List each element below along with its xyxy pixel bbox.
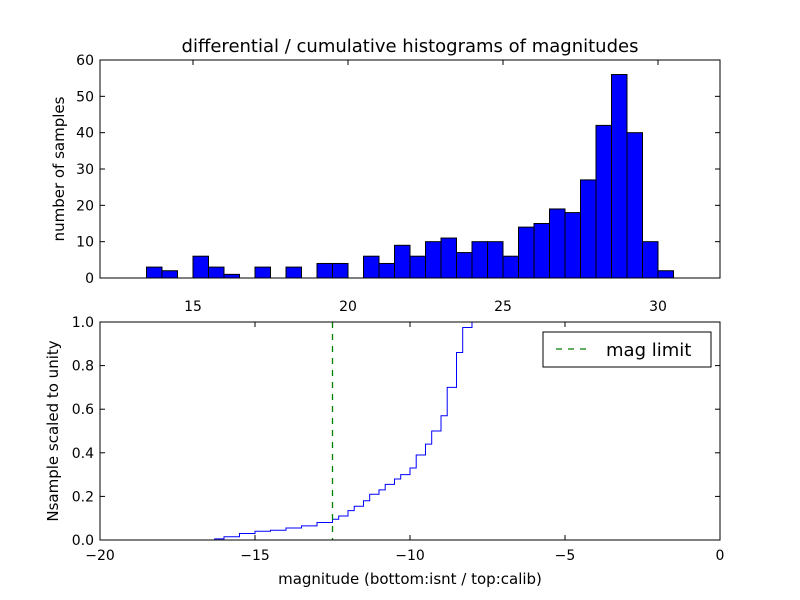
histogram-bar [440, 237, 457, 279]
top-y-tick-label: 40 [76, 126, 94, 142]
histogram-bar [192, 255, 209, 279]
bottom-y-tick-label: 0.0 [72, 533, 94, 549]
top-axis-ticks: 15 20 25 30 0 10 20 30 40 50 60 [76, 53, 720, 315]
histogram-bar [456, 252, 473, 279]
bottom-y-tick-label: 0.2 [72, 489, 94, 505]
histogram-bar [316, 262, 333, 279]
bottom-x-tick-label: −5 [555, 548, 576, 564]
bottom-axis-ticks: −20 −15 −10 −5 0 0.0 0.2 0.4 0.6 0.8 1.0 [72, 315, 725, 564]
top-y-axis-label: number of samples [50, 96, 68, 241]
histogram-bars [146, 74, 674, 279]
bottom-y-tick-label: 1.0 [72, 315, 94, 331]
histogram-bar [518, 226, 535, 279]
top-y-tick-label: 30 [76, 162, 94, 178]
top-y-tick-label: 60 [76, 53, 94, 69]
histogram-bar [471, 241, 488, 279]
top-x-tick-label: 25 [494, 299, 512, 315]
bottom-y-tick-label: 0.8 [72, 359, 94, 375]
histogram-bar [285, 266, 302, 279]
bottom-x-tick-label: −15 [240, 548, 270, 564]
top-x-tick-label: 30 [649, 299, 667, 315]
bottom-plot-frame [99, 321, 721, 541]
top-y-tick-label: 0 [85, 271, 94, 287]
top-plot-frame [99, 59, 721, 279]
top-x-tick-label: 20 [339, 299, 357, 315]
histogram-bar [580, 179, 597, 279]
histogram-bar [146, 266, 163, 279]
histogram-bar [657, 270, 674, 279]
legend-label-mag-limit: mag limit [606, 340, 691, 361]
top-x-tick-label: 15 [184, 299, 202, 315]
bottom-y-tick-label: 0.6 [72, 402, 94, 418]
chart-title: differential / cumulative histograms of … [182, 36, 639, 57]
histogram-bar [487, 241, 504, 279]
legend-box [542, 331, 712, 368]
top-y-tick-label: 50 [76, 89, 94, 105]
legend: mag limit [542, 331, 712, 368]
top-y-tick-label: 20 [76, 198, 94, 214]
top-y-tick-label: 10 [76, 235, 94, 251]
cumulative-lines [100, 321, 721, 541]
histogram-bar [223, 273, 240, 279]
histogram-bar [564, 212, 581, 279]
histogram-bar [611, 74, 628, 279]
histogram-bar [254, 266, 271, 279]
cumulative-step-line [100, 321, 721, 541]
histogram-bar [549, 208, 566, 279]
histogram-bar [409, 255, 426, 279]
bottom-x-tick-label: −20 [85, 548, 115, 564]
cumulative-chart: magnitude (bottom:isnt / top:calib) Nsam… [44, 315, 724, 588]
histogram-bar [425, 241, 442, 279]
bottom-x-axis-label: magnitude (bottom:isnt / top:calib) [278, 570, 542, 588]
histogram-bar [378, 262, 395, 279]
bottom-y-tick-label: 0.4 [72, 446, 94, 462]
histogram-bar [595, 124, 612, 279]
bottom-x-tick-label: −10 [395, 548, 425, 564]
histogram-bar [161, 270, 178, 279]
histogram-chart: differential / cumulative histograms of … [50, 36, 721, 315]
histogram-bar [626, 132, 643, 279]
histogram-bar [533, 223, 550, 279]
histogram-bar [642, 241, 659, 279]
histogram-bar [502, 255, 519, 279]
histogram-bar [363, 255, 380, 279]
bottom-x-tick-label: 0 [716, 548, 725, 564]
bottom-y-axis-label: Nsample scaled to unity [44, 340, 62, 521]
histogram-bar [332, 262, 349, 279]
histogram-bar [394, 244, 411, 279]
histogram-bar [208, 266, 225, 279]
